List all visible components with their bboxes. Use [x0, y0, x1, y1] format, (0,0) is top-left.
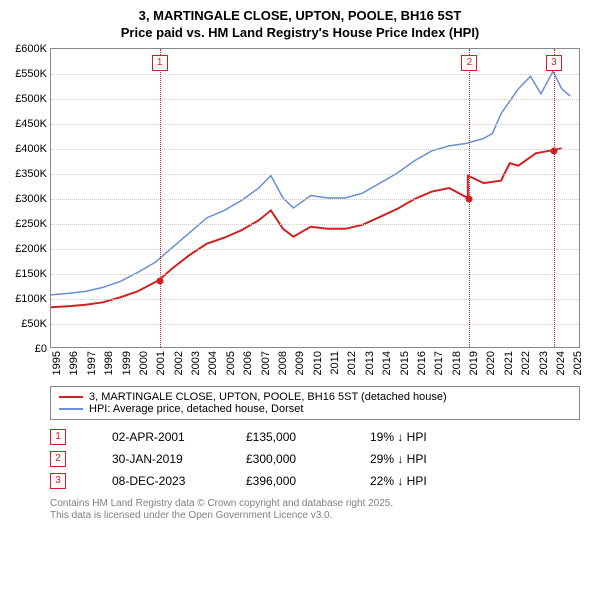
- y-tick-label: £600K: [15, 43, 47, 55]
- y-gridline: [51, 99, 579, 100]
- x-tick-label: 2016: [416, 351, 428, 375]
- x-tick-label: 2021: [503, 351, 515, 375]
- x-tick-label: 1999: [121, 351, 133, 375]
- x-tick-label: 2011: [329, 351, 341, 375]
- y-gridline: [51, 249, 579, 250]
- y-gridline: [51, 124, 579, 125]
- y-tick-label: £50K: [21, 318, 47, 330]
- x-tick-label: 2009: [294, 351, 306, 375]
- table-marker: 2: [50, 451, 66, 467]
- sale-date: 08-DEC-2023: [112, 474, 232, 488]
- x-tick-label: 2002: [173, 351, 185, 375]
- sale-date: 02-APR-2001: [112, 430, 232, 444]
- y-tick-label: £0: [35, 343, 47, 355]
- y-tick-label: £300K: [15, 193, 47, 205]
- y-gridline: [51, 74, 579, 75]
- title-line1: 3, MARTINGALE CLOSE, UPTON, POOLE, BH16 …: [0, 8, 600, 25]
- footer-line1: Contains HM Land Registry data © Crown c…: [50, 498, 580, 511]
- x-tick-label: 1996: [68, 351, 80, 375]
- legend-swatch-hpi: [59, 408, 83, 410]
- sale-date: 30-JAN-2019: [112, 452, 232, 466]
- x-tick-label: 2022: [520, 351, 532, 375]
- table-marker: 3: [50, 473, 66, 489]
- x-tick-label: 2015: [399, 351, 411, 375]
- x-tick-label: 2004: [207, 351, 219, 375]
- legend-row-hpi: HPI: Average price, detached house, Dors…: [59, 403, 571, 415]
- x-tick-label: 2019: [468, 351, 480, 375]
- table-marker: 1: [50, 429, 66, 445]
- y-gridline: [51, 299, 579, 300]
- sale-marker-box: 1: [152, 55, 168, 71]
- table-row: 3 08-DEC-2023 £396,000 22% ↓ HPI: [50, 470, 580, 492]
- x-tick-label: 2005: [225, 351, 237, 375]
- y-gridline: [51, 174, 579, 175]
- series-price_paid: [51, 148, 562, 307]
- x-tick-label: 1995: [51, 351, 63, 375]
- footer-line2: This data is licensed under the Open Gov…: [50, 510, 580, 523]
- x-tick-label: 2024: [555, 351, 567, 375]
- x-tick-label: 1998: [103, 351, 115, 375]
- x-tick-label: 2008: [277, 351, 289, 375]
- legend-label-hpi: HPI: Average price, detached house, Dors…: [89, 403, 303, 415]
- x-tick-label: 1997: [86, 351, 98, 375]
- title-line2: Price paid vs. HM Land Registry's House …: [0, 25, 600, 42]
- y-tick-label: £350K: [15, 168, 47, 180]
- legend: 3, MARTINGALE CLOSE, UPTON, POOLE, BH16 …: [50, 386, 580, 420]
- sale-pct: 29% ↓ HPI: [370, 452, 427, 466]
- legend-swatch-price: [59, 396, 83, 398]
- chart-svg: [51, 49, 579, 347]
- y-gridline: [51, 199, 579, 200]
- x-tick-label: 2017: [433, 351, 445, 375]
- x-tick-label: 2014: [381, 351, 393, 375]
- y-tick-label: £200K: [15, 243, 47, 255]
- y-tick-label: £400K: [15, 143, 47, 155]
- y-tick-label: £100K: [15, 293, 47, 305]
- sale-pct: 19% ↓ HPI: [370, 430, 427, 444]
- legend-row-price: 3, MARTINGALE CLOSE, UPTON, POOLE, BH16 …: [59, 391, 571, 403]
- x-tick-label: 2001: [155, 351, 167, 375]
- y-gridline: [51, 149, 579, 150]
- sale-pct: 22% ↓ HPI: [370, 474, 427, 488]
- x-tick-label: 2025: [572, 351, 584, 375]
- sale-price: £300,000: [246, 452, 356, 466]
- footer: Contains HM Land Registry data © Crown c…: [50, 498, 580, 523]
- sale-dot: [156, 278, 163, 285]
- legend-label-price: 3, MARTINGALE CLOSE, UPTON, POOLE, BH16 …: [89, 391, 447, 403]
- x-tick-label: 2010: [312, 351, 324, 375]
- x-tick-label: 2007: [260, 351, 272, 375]
- chart-title: 3, MARTINGALE CLOSE, UPTON, POOLE, BH16 …: [0, 0, 600, 42]
- table-row: 1 02-APR-2001 £135,000 19% ↓ HPI: [50, 426, 580, 448]
- x-tick-label: 2000: [138, 351, 150, 375]
- x-tick-label: 2013: [364, 351, 376, 375]
- chart-container: 3, MARTINGALE CLOSE, UPTON, POOLE, BH16 …: [0, 0, 600, 590]
- x-tick-label: 2023: [538, 351, 550, 375]
- series-hpi: [51, 71, 570, 295]
- y-tick-label: £500K: [15, 93, 47, 105]
- sale-vline: [160, 49, 161, 347]
- sale-price: £396,000: [246, 474, 356, 488]
- sale-marker-box: 2: [461, 55, 477, 71]
- x-tick-label: 2003: [190, 351, 202, 375]
- x-tick-label: 2018: [451, 351, 463, 375]
- y-gridline: [51, 324, 579, 325]
- y-tick-label: £550K: [15, 68, 47, 80]
- y-tick-label: £250K: [15, 218, 47, 230]
- sales-table: 1 02-APR-2001 £135,000 19% ↓ HPI 2 30-JAN-201…: [50, 426, 580, 492]
- x-tick-label: 2012: [346, 351, 358, 375]
- sale-vline: [554, 49, 555, 347]
- sale-dot: [466, 195, 473, 202]
- y-tick-label: £150K: [15, 268, 47, 280]
- sale-price: £135,000: [246, 430, 356, 444]
- table-row: 2 30-JAN-2019 £300,000 29% ↓ HPI: [50, 448, 580, 470]
- y-gridline: [51, 224, 579, 225]
- x-tick-label: 2020: [485, 351, 497, 375]
- chart-plot-area: £0£50K£100K£150K£200K£250K£300K£350K£400…: [50, 48, 580, 348]
- sale-marker-box: 3: [546, 55, 562, 71]
- y-gridline: [51, 274, 579, 275]
- x-tick-label: 2006: [242, 351, 254, 375]
- sale-dot: [550, 147, 557, 154]
- y-tick-label: £450K: [15, 118, 47, 130]
